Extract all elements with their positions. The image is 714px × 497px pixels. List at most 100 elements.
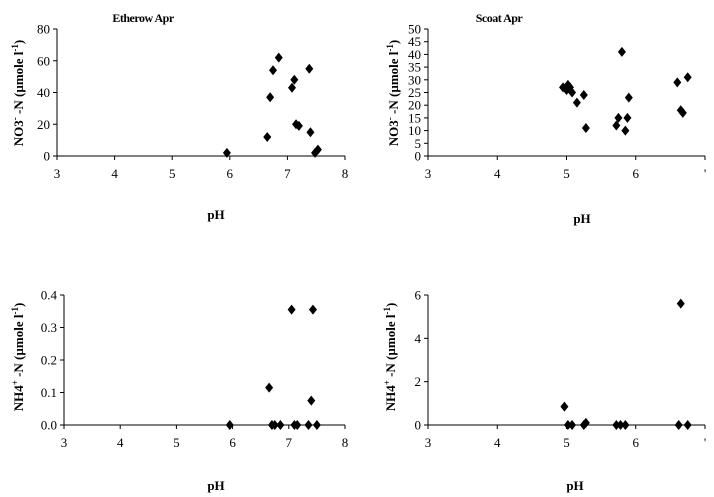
y-axis-label-subscript: 3 <box>386 120 401 127</box>
data-points <box>559 46 692 136</box>
data-point <box>274 52 283 63</box>
data-point <box>263 131 272 142</box>
x-tick-label: 5 <box>169 166 176 181</box>
x-tick-label: 3 <box>61 435 68 450</box>
x-tick-label: 3 <box>425 435 432 450</box>
y-axis-label-exponent: -1 <box>382 307 392 315</box>
data-point <box>614 112 623 123</box>
y-tick-label: 5 <box>415 136 422 151</box>
y-tick-label: 25 <box>408 85 421 100</box>
data-point <box>287 304 296 315</box>
data-point <box>294 120 303 131</box>
y-tick-label: 45 <box>408 34 421 49</box>
x-tick-label: 6 <box>633 166 640 181</box>
x-tick-label: 4 <box>494 166 501 181</box>
y-axis-label: NH4+ -N (µmole l-1) <box>10 303 26 412</box>
x-axis-label: pH <box>207 478 224 493</box>
data-point <box>222 147 231 158</box>
x-tick-label: 6 <box>227 166 234 181</box>
x-axis-label: pH <box>573 211 590 226</box>
data-point <box>269 65 277 76</box>
y-tick-label: 35 <box>408 60 421 75</box>
y-axis-label-superscript: - <box>10 117 20 120</box>
y-tick-label: 0.0 <box>41 418 57 433</box>
y-axis-ticks: 0 2 4 6 <box>415 288 428 433</box>
y-tick-label: 4 <box>415 331 422 346</box>
y-tick-label: 2 <box>415 374 422 389</box>
x-tick-label: 8 <box>342 435 349 450</box>
x-tick-label: 3 <box>54 166 61 181</box>
y-tick-label: 0 <box>44 149 51 164</box>
data-point <box>621 125 630 136</box>
data-points <box>222 52 322 158</box>
y-axis-label-exponent: -1 <box>10 44 20 52</box>
data-point <box>266 92 275 103</box>
y-tick-label: 0 <box>415 149 422 164</box>
x-axis-ticks: 3 4 5 6 ' <box>425 156 706 181</box>
data-point <box>307 395 316 406</box>
data-point <box>308 304 317 315</box>
y-axis-label-superscript: + <box>382 380 392 385</box>
y-axis-ticks: 0.0 0.1 0.2 0.3 0.4 <box>41 288 64 433</box>
y-tick-label: 20 <box>408 98 421 113</box>
data-points <box>225 304 321 430</box>
x-tick-label: ' <box>704 166 706 181</box>
x-axis-ticks: 3 4 5 6 ' <box>425 425 706 450</box>
x-axis-ticks: 3 4 5 6 7 8 <box>61 425 349 450</box>
y-tick-label: 30 <box>408 72 421 87</box>
y-axis-label: NO3- -N (µmole l-1) <box>10 40 26 146</box>
x-tick-label: 7 <box>284 166 291 181</box>
data-point <box>288 82 297 93</box>
data-point <box>678 107 687 118</box>
data-point <box>673 77 682 88</box>
y-tick-label: 0.1 <box>41 385 57 400</box>
data-point <box>617 46 626 57</box>
y-tick-label: 40 <box>37 85 50 100</box>
y-tick-label: 10 <box>408 123 421 138</box>
chart-panel-etherow-nh4: pH NH4+ -N (µmole l-1) 0.0 0.1 0.2 0.3 0.4 3… <box>10 288 348 494</box>
y-tick-label: 50 <box>408 22 421 37</box>
data-points <box>560 298 692 430</box>
chart-title: Etherow Apr <box>112 11 174 25</box>
x-axis-label: pH <box>566 478 583 493</box>
y-tick-label: 40 <box>408 47 421 62</box>
y-tick-label: 80 <box>37 22 50 37</box>
y-axis-label-superscript: + <box>10 380 20 385</box>
x-tick-label: 3 <box>425 166 432 181</box>
x-tick-label: 5 <box>563 166 570 181</box>
x-tick-label: 8 <box>342 166 349 181</box>
y-tick-label: 0.4 <box>41 288 58 303</box>
y-axis-label-subscript: 4 <box>11 385 26 392</box>
data-point <box>581 123 590 134</box>
chart-title: Scoat Apr <box>476 11 524 25</box>
data-point <box>265 382 274 393</box>
chart-panel-etherow-no3: Etherow Apr pH NO3- -N (µmole l-1) 0 20 40… <box>10 11 348 222</box>
y-tick-label: 0.2 <box>41 353 57 368</box>
y-tick-label: 0.3 <box>41 320 57 335</box>
y-axis-label-subscript: 3 <box>11 120 26 127</box>
chart-panel-scoat-no3: Scoat Apr pH NO3- -N (µmole l-1) 0510152… <box>385 11 706 226</box>
data-point <box>624 92 633 103</box>
data-point <box>568 87 577 98</box>
x-tick-label: 6 <box>229 435 236 450</box>
data-point <box>560 401 569 412</box>
y-tick-label: 15 <box>408 110 421 125</box>
data-point <box>572 97 581 108</box>
y-axis-label: NO3- -N (µmole l-1) <box>385 40 401 146</box>
y-axis-label-exponent: -1 <box>10 307 20 315</box>
x-axis-label: pH <box>207 207 224 222</box>
x-axis-ticks: 3 4 5 6 7 8 <box>54 156 349 181</box>
data-point <box>290 74 299 85</box>
x-tick-label: 4 <box>117 435 124 450</box>
x-tick-label: 5 <box>563 435 570 450</box>
y-tick-label: 0 <box>415 418 422 433</box>
x-tick-label: 6 <box>633 435 640 450</box>
data-point <box>683 72 692 83</box>
data-point <box>579 90 588 101</box>
y-axis-ticks: 0 20 40 60 80 <box>37 22 57 164</box>
x-tick-label: ' <box>704 435 706 450</box>
x-tick-label: 7 <box>286 435 293 450</box>
y-tick-label: 20 <box>37 117 50 132</box>
chart-panel-scoat-nh4: pH NH4+ -N (µmole l-1) 0 2 4 6 3 4 5 6 ' <box>382 288 706 494</box>
